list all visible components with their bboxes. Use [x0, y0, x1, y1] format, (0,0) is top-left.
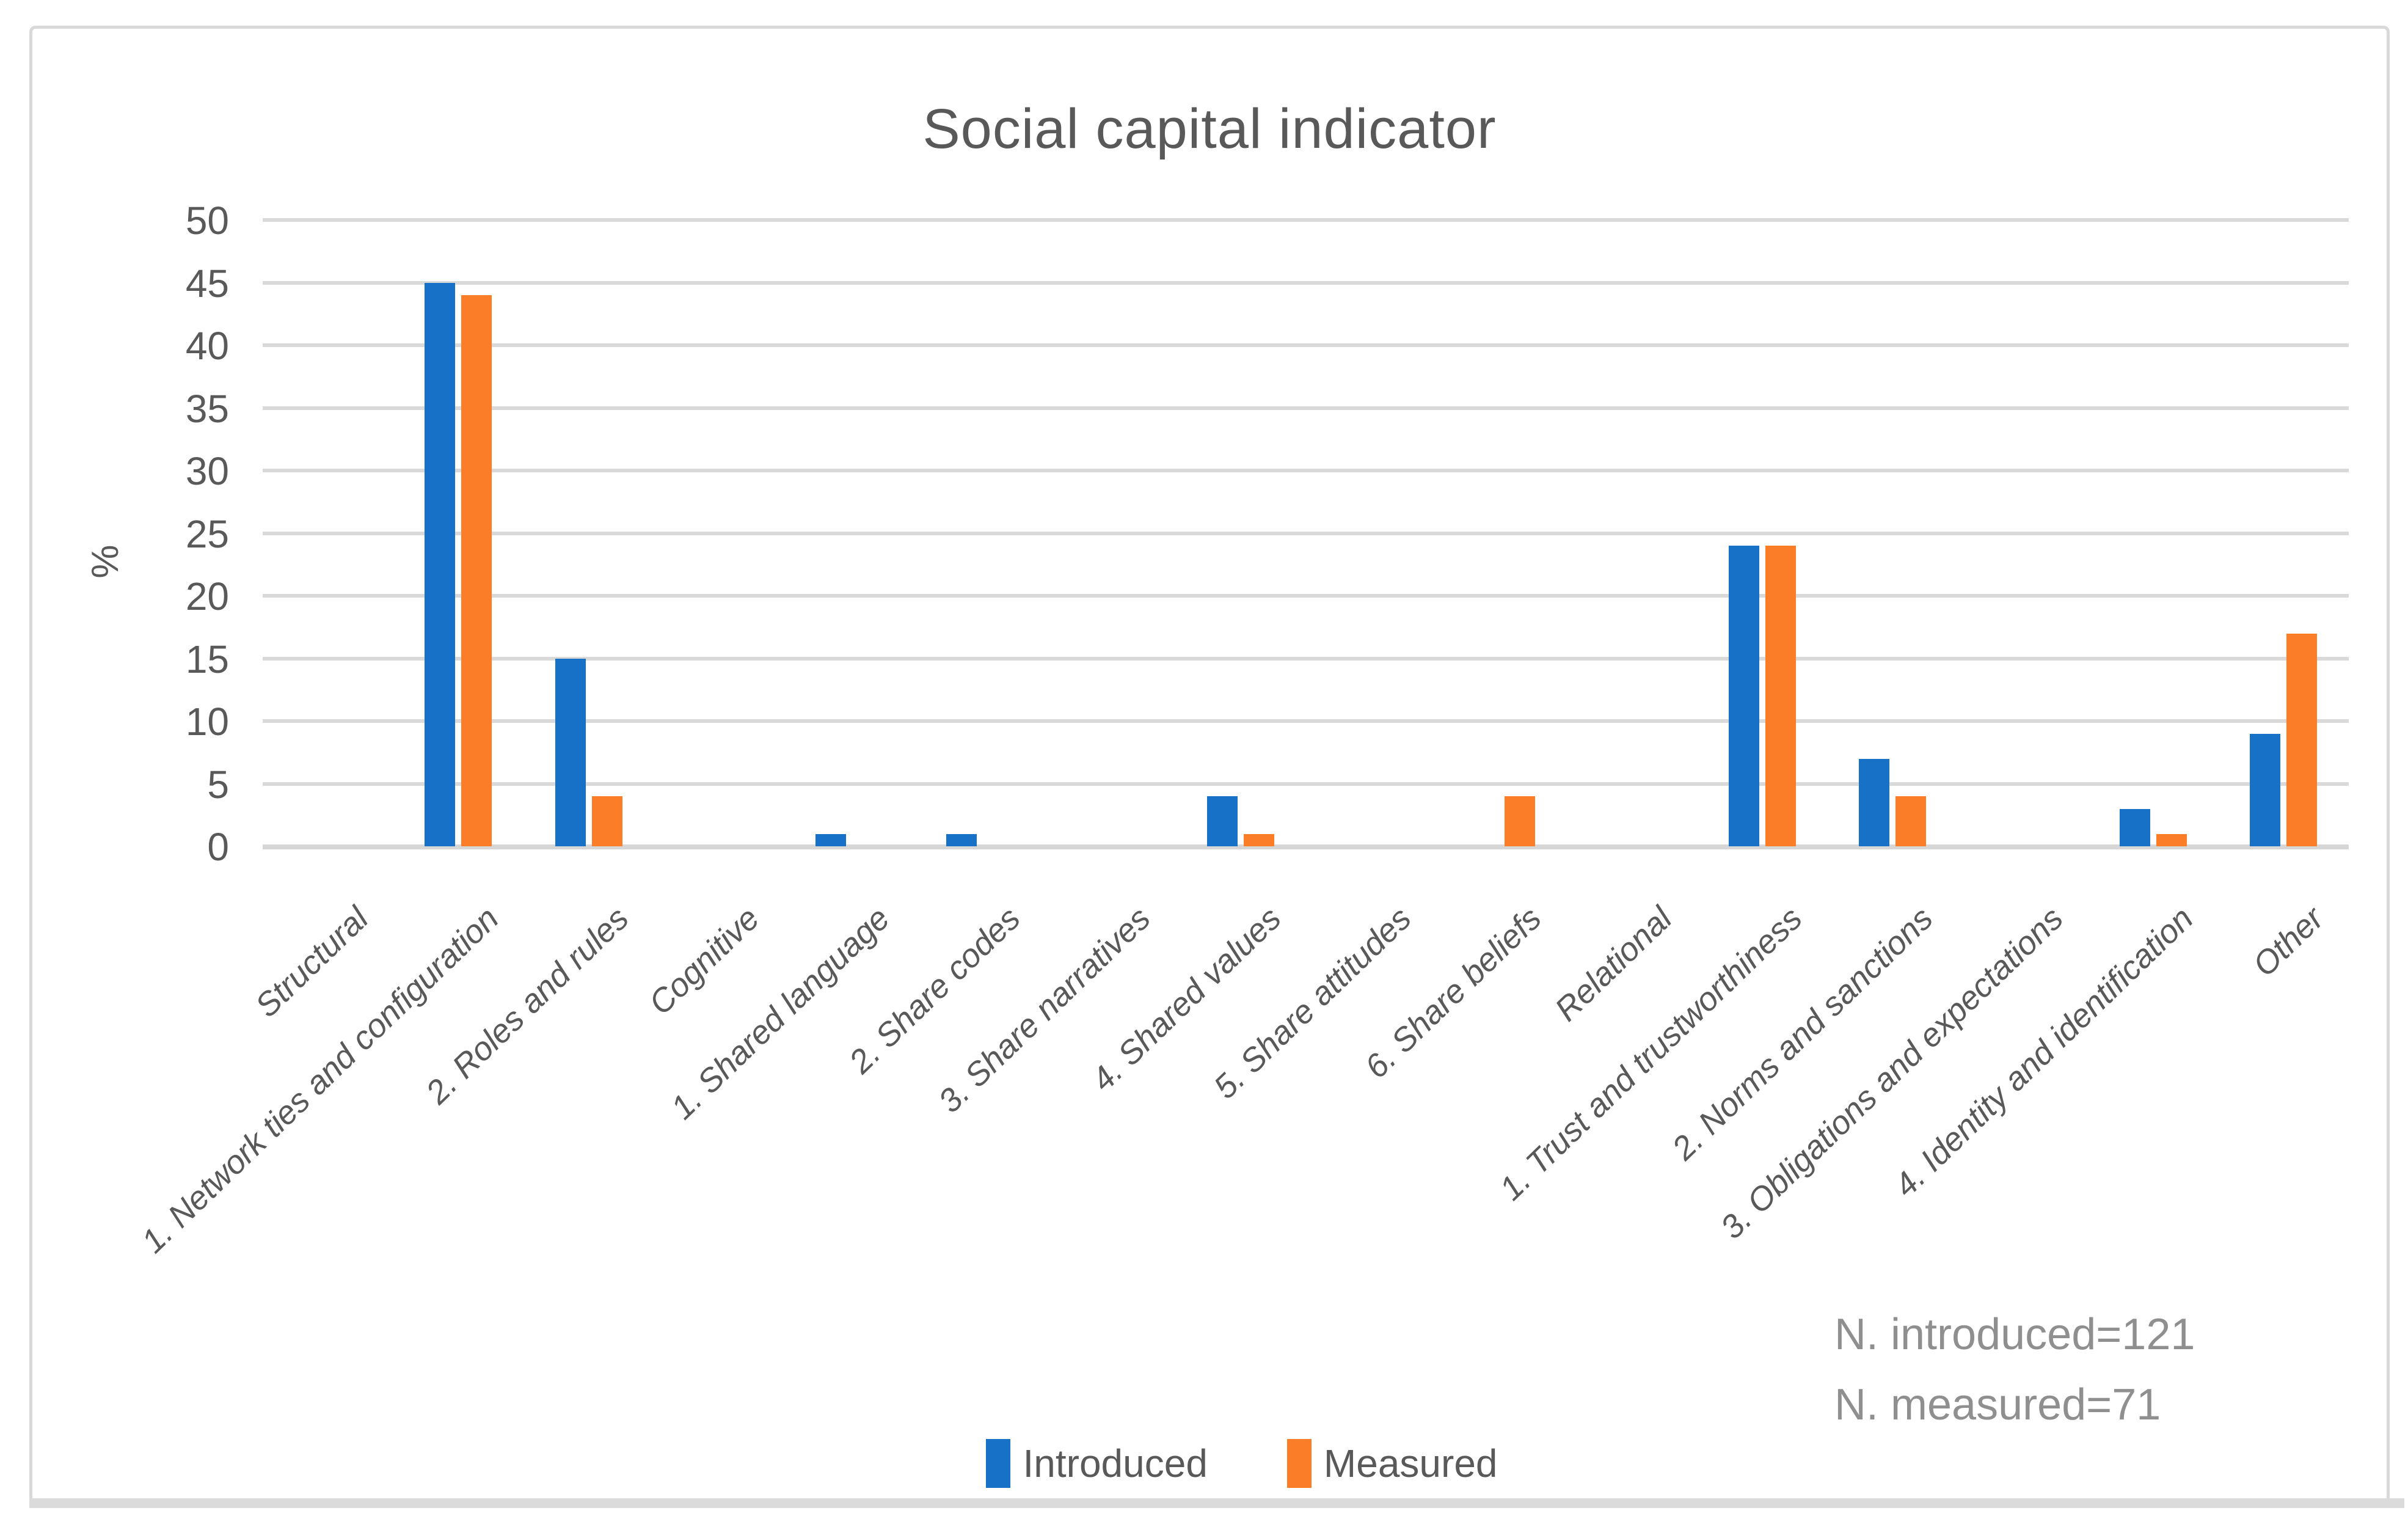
legend: Introduced Measured	[62, 1439, 2408, 1488]
legend-swatch-introduced	[986, 1439, 1011, 1488]
annotation-n-introduced: N. introduced=121	[1834, 1310, 2195, 1359]
bar-measured-2	[461, 295, 492, 846]
x-axis-category-label: 3. Share narratives	[931, 899, 1158, 1120]
bar-introduced-8	[1206, 796, 1238, 846]
x-axis-category-label: Structural	[248, 899, 376, 1025]
x-axis-category-label: Cognitive	[641, 899, 767, 1022]
bar-introduced-16	[2250, 733, 2281, 846]
bar-measured-8	[1243, 833, 1274, 846]
y-axis-tick-label: 45	[185, 261, 229, 306]
bar-measured-3	[591, 796, 622, 846]
y-axis-tick-label: 25	[185, 511, 229, 556]
x-axis-category-label: Relational	[1548, 899, 1679, 1028]
legend-swatch-measured	[1286, 1439, 1312, 1488]
legend-item-measured: Measured	[1286, 1439, 1498, 1488]
bar-introduced-15	[2119, 808, 2150, 846]
bar-introduced-13	[1858, 758, 1889, 846]
plot-area: 0 5 10 15 20 25 30 35 40 45 50 Structural 1. Network…	[32, 29, 2387, 1504]
bar-measured-12	[1765, 546, 1796, 846]
bar-measured-16	[2286, 633, 2318, 846]
x-axis-baseline	[263, 844, 2349, 849]
bar-introduced-5	[815, 833, 847, 846]
legend-label-measured: Measured	[1323, 1441, 1498, 1485]
gridline	[263, 218, 2349, 222]
annotation-n-measured: N. measured=71	[1834, 1380, 2161, 1430]
sample-size-annotation: N. introduced=121 N. measured=71	[1834, 1300, 2195, 1440]
x-axis-category-label: 1. Shared language	[664, 899, 897, 1127]
y-axis-tick-label: 35	[185, 386, 229, 431]
gridline	[263, 343, 2349, 347]
gridline	[263, 719, 2349, 723]
gridline	[263, 594, 2349, 598]
bar-introduced-3	[555, 658, 586, 846]
y-axis-tick-label: 30	[185, 449, 229, 493]
chart-frame: Social capital indicator 0 5 10 15 20 25 30 35 4…	[29, 26, 2390, 1507]
x-axis-category-label: Other	[2246, 899, 2331, 984]
gridline	[263, 782, 2349, 786]
gridline	[263, 469, 2349, 472]
legend-label-introduced: Introduced	[1023, 1441, 1208, 1485]
y-axis-tick-label: 10	[185, 700, 229, 744]
chart-title: Social capital indicator	[922, 98, 1497, 160]
y-axis-tick-label: 0	[207, 825, 229, 869]
bar-measured-15	[2156, 833, 2187, 846]
gridline	[263, 656, 2349, 661]
bar-introduced-6	[946, 833, 977, 846]
gridline	[263, 531, 2349, 535]
y-axis-title: %	[84, 544, 126, 579]
y-axis-tick-label: 50	[185, 199, 229, 243]
bar-measured-10	[1504, 796, 1535, 846]
y-axis-tick-label: 20	[185, 574, 229, 618]
gridline	[263, 406, 2349, 410]
y-axis-tick-label: 40	[185, 324, 229, 368]
bottom-scrollbar-strip	[29, 1498, 2404, 1508]
x-axis-category-label: 2. Norms and sanctions	[1665, 899, 1940, 1167]
bar-measured-13	[1895, 796, 1926, 846]
bar-introduced-12	[1728, 546, 1759, 846]
y-axis-tick-label: 15	[185, 637, 229, 681]
gridline	[263, 280, 2349, 285]
legend-item-introduced: Introduced	[986, 1439, 1208, 1488]
bar-introduced-2	[425, 282, 456, 846]
y-axis-tick-label: 5	[207, 762, 229, 807]
